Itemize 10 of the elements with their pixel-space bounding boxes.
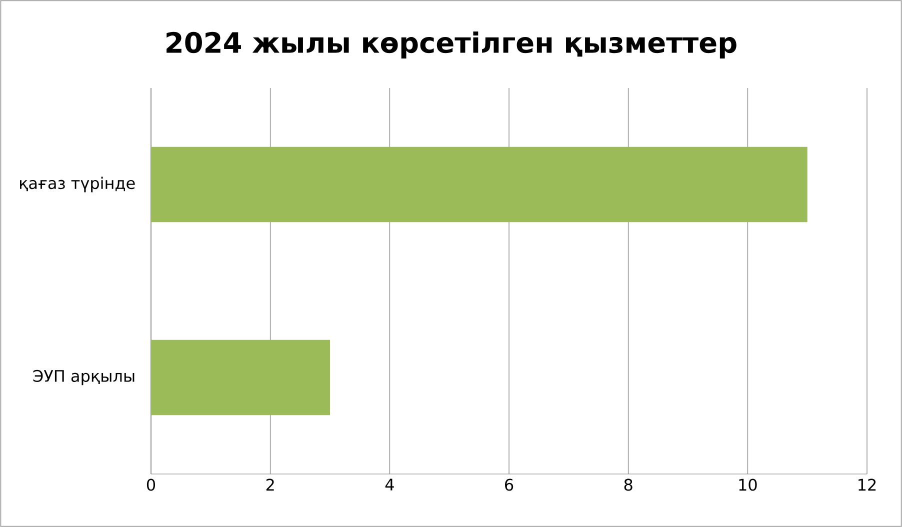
x-tick-label: 0 — [146, 478, 156, 491]
y-tick-label: ЭУП арқылы — [33, 370, 134, 386]
x-tick-label: 2 — [266, 478, 274, 491]
x-tick-label: 12 — [858, 478, 876, 491]
chart-title: 2024 жылы көрсетілген қызметтер — [166, 31, 736, 59]
x-tick-label: 4 — [385, 478, 394, 490]
x-tick-label: 10 — [739, 478, 757, 491]
x-tick-label: 6 — [505, 478, 514, 491]
x-tick-label: 8 — [624, 478, 632, 491]
y-tick-label: қағаз түрінде — [20, 176, 135, 192]
